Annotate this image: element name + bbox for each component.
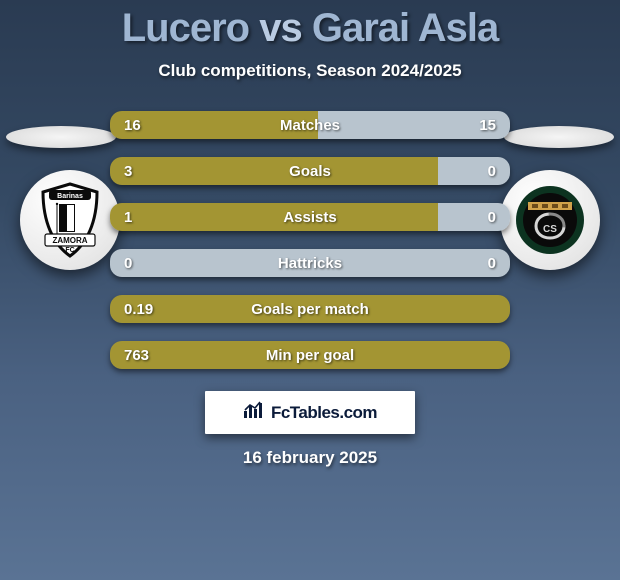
stat-value-right: 0: [488, 163, 496, 180]
stat-row: 00Hattricks: [110, 249, 510, 277]
infographic-root: Lucero vs Garai Asla Club competitions, …: [0, 0, 620, 580]
stat-seg-right: 0: [438, 157, 510, 185]
crest-zamora: Barinas ZAMORA FC: [37, 182, 103, 258]
date-line: 16 february 2025: [0, 448, 620, 468]
svg-text:Barinas: Barinas: [57, 193, 83, 200]
subtitle: Club competitions, Season 2024/2025: [0, 61, 620, 81]
svg-text:CS: CS: [543, 224, 557, 235]
stat-rows: 1615Matches30Goals10Assists00Hattricks0.…: [110, 111, 510, 369]
stat-value-right: 0: [488, 255, 496, 272]
stat-seg-right: 0: [438, 203, 510, 231]
source-text: FcTables.com: [271, 403, 377, 423]
stat-seg-left: 763: [110, 341, 510, 369]
stat-row: 0.19Goals per match: [110, 295, 510, 323]
stat-seg-left: 3: [110, 157, 438, 185]
chart-icon: [243, 401, 265, 424]
stat-row: 10Assists: [110, 203, 510, 231]
stat-seg-left: 16: [110, 111, 318, 139]
stat-seg-left: 1: [110, 203, 438, 231]
decor-oval-left: [6, 126, 116, 148]
stat-value-left: 3: [124, 163, 132, 180]
decor-oval-right: [504, 126, 614, 148]
source-brand: FcTables: [271, 403, 339, 422]
stat-value-left: 1: [124, 209, 132, 226]
stat-seg-left: 0.19: [110, 295, 510, 323]
player1-name: Lucero: [122, 6, 249, 50]
team-badge-right: CS: [500, 170, 600, 270]
svg-text:FC: FC: [65, 247, 74, 254]
stat-row: 763Min per goal: [110, 341, 510, 369]
stat-seg-right: 15: [318, 111, 510, 139]
stat-seg-left: 0: [110, 249, 310, 277]
team-badge-left: Barinas ZAMORA FC: [20, 170, 120, 270]
stat-row: 30Goals: [110, 157, 510, 185]
player2-name: Garai Asla: [312, 6, 498, 50]
stat-value-right: 15: [479, 117, 496, 134]
source-suffix: .com: [339, 403, 377, 422]
title-vs: vs: [259, 6, 302, 50]
stat-value-right: 0: [488, 209, 496, 226]
source-attribution: FcTables.com: [205, 391, 415, 434]
stat-seg-right: 0: [310, 249, 510, 277]
comparison-title: Lucero vs Garai Asla: [0, 0, 620, 51]
stat-value-left: 0.19: [124, 301, 153, 318]
svg-text:ZAMORA: ZAMORA: [52, 236, 87, 245]
stat-row: 1615Matches: [110, 111, 510, 139]
stat-value-left: 763: [124, 347, 149, 364]
stat-value-left: 16: [124, 117, 141, 134]
crest-sestao: CS: [514, 184, 586, 256]
stat-value-left: 0: [124, 255, 132, 272]
